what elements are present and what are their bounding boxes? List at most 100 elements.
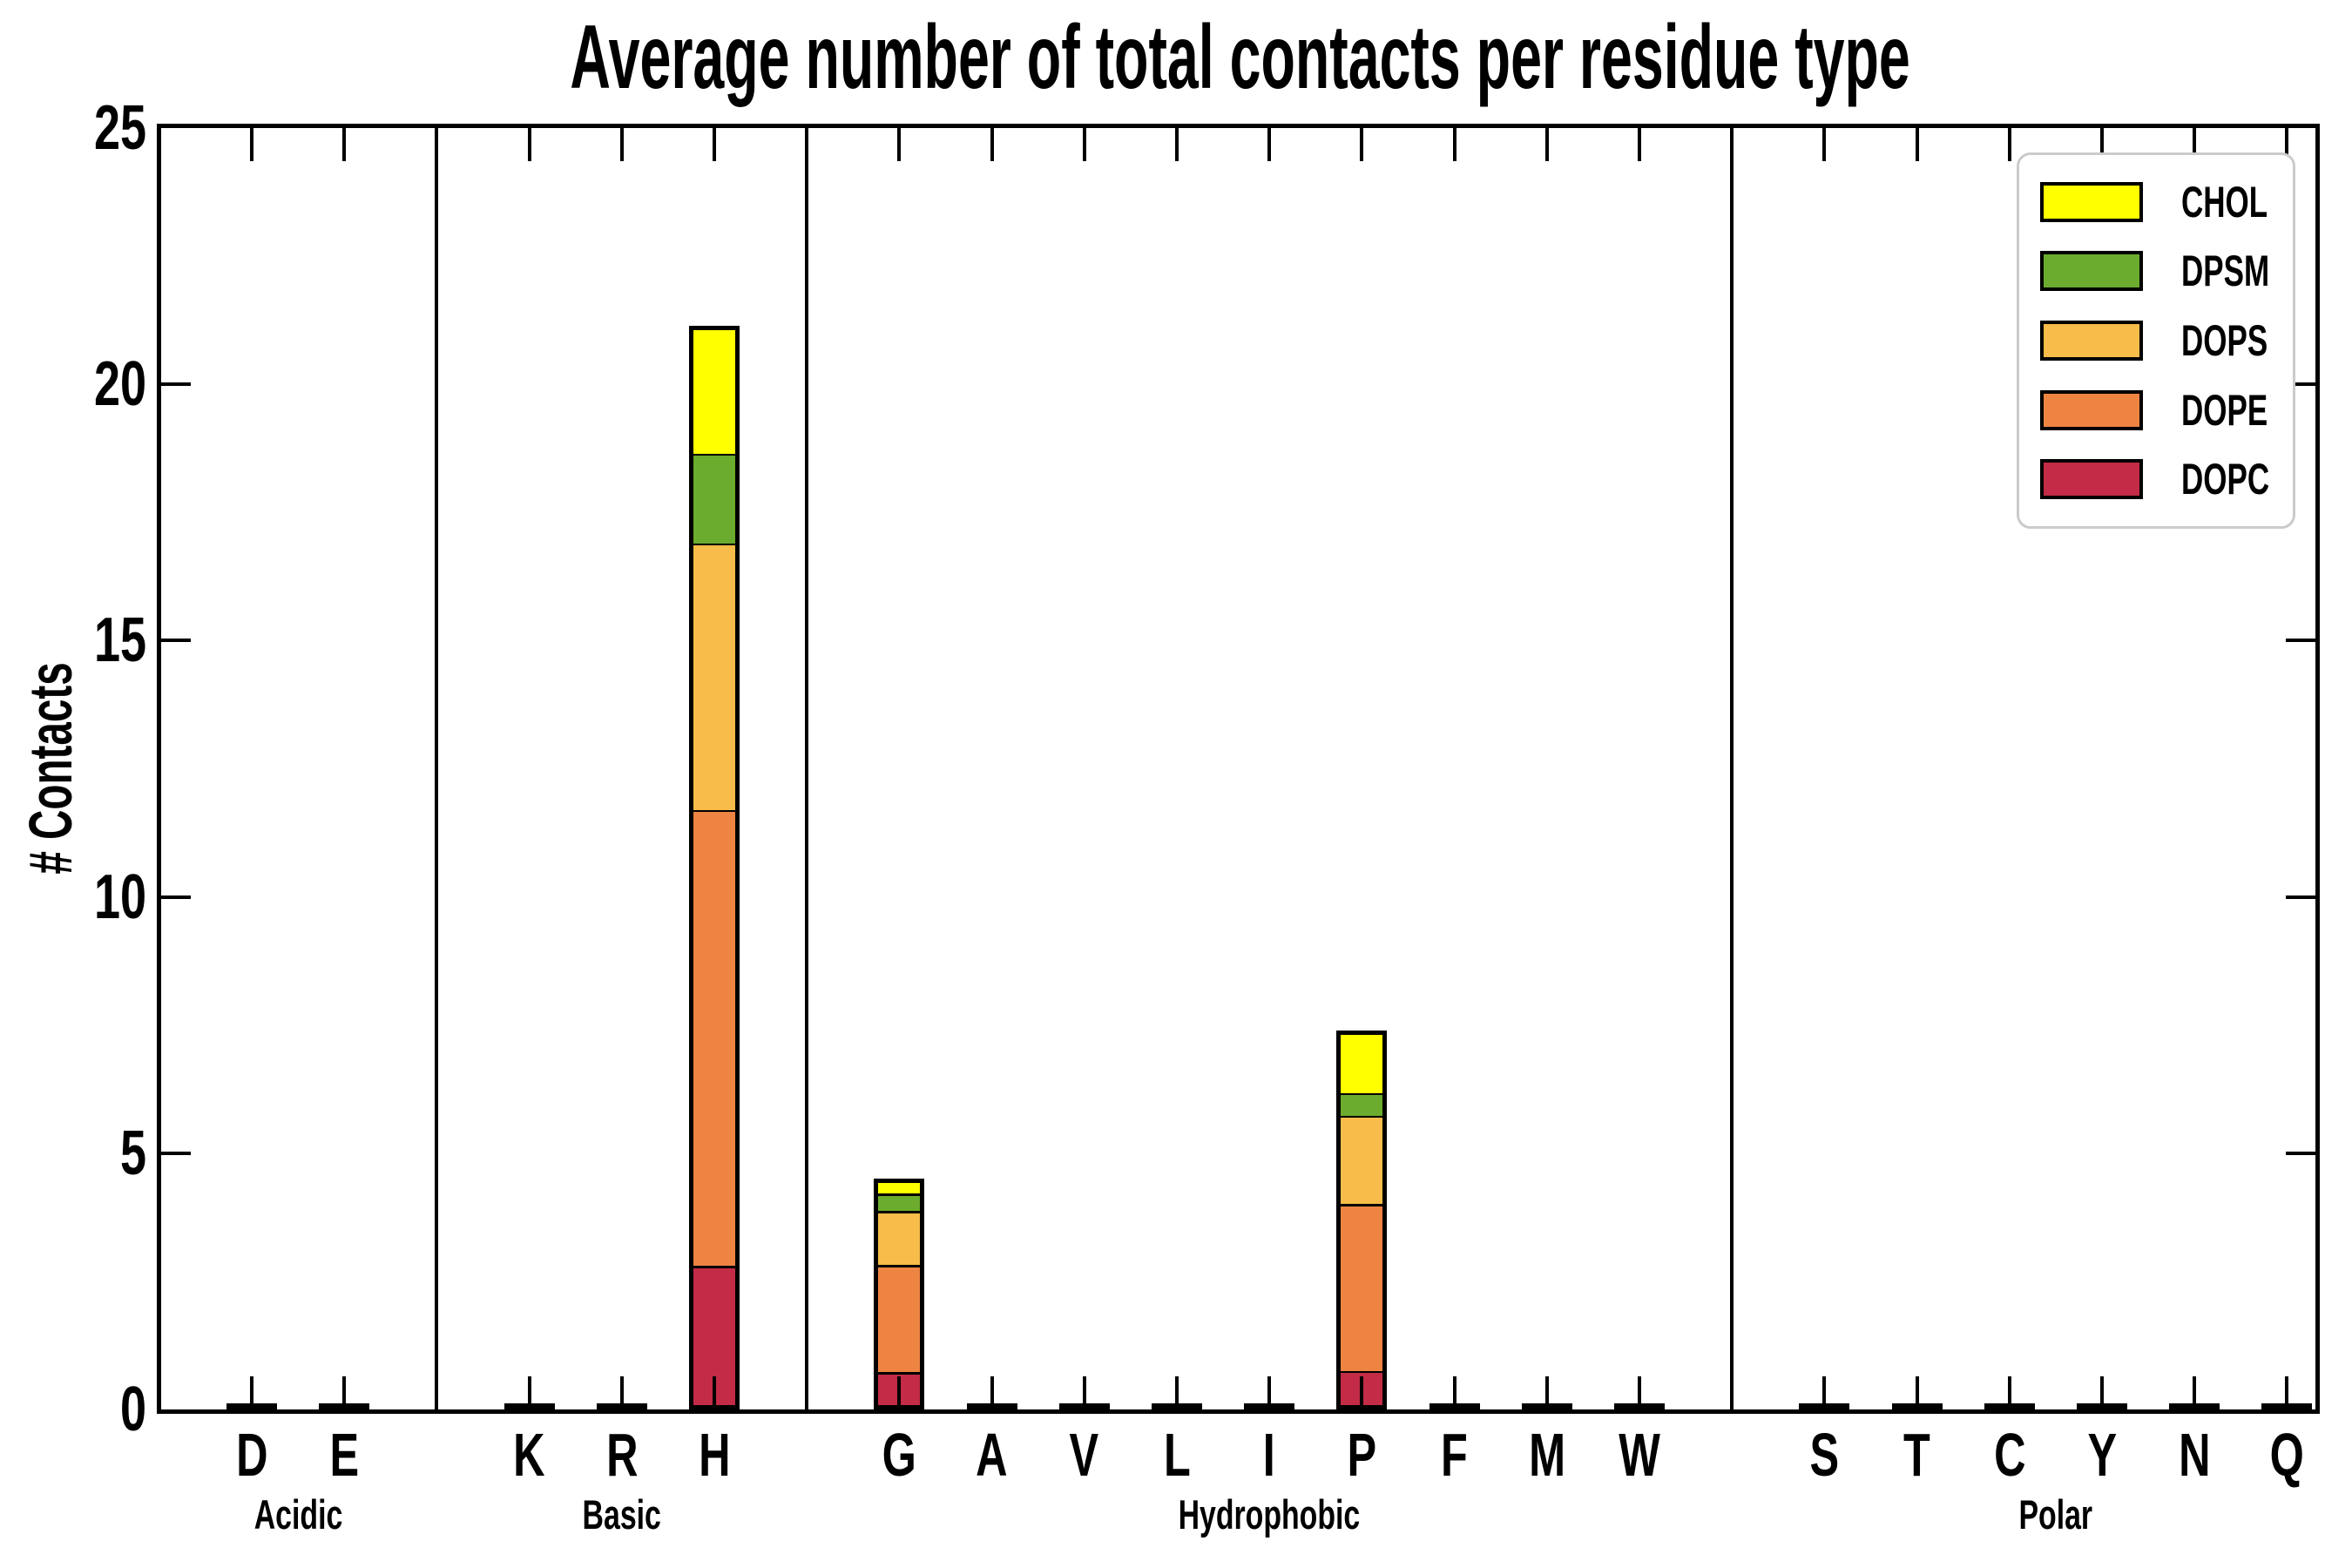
y-tick-label-25: 25	[77, 96, 146, 160]
x-tick-bottom	[897, 1376, 902, 1409]
y-tick-label-text: 15	[93, 605, 146, 676]
x-tick-label-W: W	[1592, 1423, 1687, 1486]
x-tick-label-P: P	[1314, 1423, 1409, 1486]
legend-row-DOPS: DOPS	[2019, 313, 2293, 368]
x-tick-label-text: P	[1347, 1421, 1377, 1489]
bar-segment-boundary	[693, 808, 735, 813]
x-tick-label-text: L	[1163, 1421, 1191, 1489]
stacked-bar-H	[689, 325, 740, 1409]
bar-segment-boundary	[878, 1208, 921, 1213]
x-tick-bottom	[527, 1376, 531, 1409]
x-tick-top	[2193, 128, 2197, 161]
bar-segment-boundary	[1341, 1201, 1383, 1206]
group-label-text: Basic	[582, 1491, 661, 1538]
bar-segment-boundary	[693, 451, 735, 456]
group-label-text: Polar	[2018, 1491, 2093, 1538]
bar-segment-H-DOPS	[693, 543, 735, 810]
y-tick-label-text: 0	[119, 1375, 146, 1444]
bar-segment-G-DOPE	[878, 1265, 921, 1373]
bar-segment-H-CHOL	[693, 329, 735, 454]
legend-label-text: DOPE	[2181, 385, 2268, 435]
x-tick-top	[435, 128, 439, 161]
x-tick-top	[1082, 128, 1086, 161]
y-tick-label-5: 5	[112, 1121, 146, 1186]
legend-row-DOPE: DOPE	[2019, 382, 2293, 438]
bar-segment-boundary	[878, 1191, 921, 1196]
x-tick-bottom	[1822, 1376, 1827, 1409]
x-tick-bottom	[2193, 1376, 2197, 1409]
x-tick-bottom	[713, 1376, 716, 1409]
chart-title: Average number of total contacts per res…	[159, 10, 2317, 105]
bar-segment-P-DPSM	[1341, 1092, 1383, 1116]
x-tick-label-text: M	[1528, 1421, 1565, 1489]
x-tick-label-S: S	[1776, 1423, 1872, 1486]
x-tick-label-M: M	[1499, 1423, 1595, 1486]
y-tick-right	[2286, 639, 2315, 643]
legend-swatch-DPSM	[2040, 251, 2143, 292]
x-tick-bottom	[1082, 1376, 1086, 1409]
legend-label-text: CHOL	[2181, 177, 2268, 226]
x-tick-bottom	[1360, 1376, 1364, 1409]
x-tick-bottom	[1730, 1376, 1734, 1409]
x-tick-label-Q: Q	[2239, 1423, 2335, 1486]
x-tick-top	[1822, 128, 1827, 161]
group-label-text: Hydrophobic	[1178, 1491, 1361, 1538]
x-tick-label-R: R	[574, 1423, 670, 1486]
x-tick-top	[619, 128, 624, 161]
plot-area	[157, 124, 2320, 1414]
y-tick-label-text: 5	[119, 1118, 146, 1188]
x-tick-label-text: F	[1441, 1421, 1468, 1489]
y-tick-right	[2286, 895, 2315, 899]
x-tick-label-F: F	[1407, 1423, 1503, 1486]
legend-swatch-DOPC	[2040, 459, 2143, 500]
x-tick-top	[2285, 128, 2289, 161]
x-tick-label-text: S	[1809, 1421, 1840, 1489]
y-tick-label-0: 0	[112, 1377, 146, 1442]
y-tick-label-text: 10	[93, 862, 146, 932]
bar-segment-G-CHOL	[878, 1183, 921, 1194]
stacked-bar-G	[874, 1179, 925, 1409]
bar-segment-H-DPSM	[693, 453, 735, 544]
x-tick-top	[2100, 128, 2104, 161]
x-tick-label-C: C	[1962, 1423, 2058, 1486]
group-label-basic: Basic	[448, 1493, 796, 1537]
bar-segment-H-DOPE	[693, 809, 735, 1267]
x-tick-label-H: H	[666, 1423, 762, 1486]
legend-row-CHOL: CHOL	[2019, 174, 2293, 230]
x-tick-top	[1452, 128, 1456, 161]
x-tick-label-I: I	[1221, 1423, 1317, 1486]
x-tick-bottom	[1452, 1376, 1456, 1409]
legend-row-DPSM: DPSM	[2019, 243, 2293, 299]
x-tick-label-E: E	[296, 1423, 392, 1486]
x-tick-top	[1638, 128, 1641, 161]
x-tick-bottom	[1915, 1376, 1919, 1409]
x-tick-top	[1730, 128, 1734, 161]
x-tick-label-text: V	[1069, 1421, 1099, 1489]
x-tick-label-T: T	[1869, 1423, 1965, 1486]
legend-label-CHOL: CHOL	[2181, 179, 2305, 225]
x-tick-bottom	[250, 1376, 253, 1409]
x-tick-top	[1360, 128, 1364, 161]
x-tick-label-text: T	[1903, 1421, 1930, 1489]
x-tick-top	[713, 128, 716, 161]
x-tick-label-text: D	[235, 1421, 268, 1489]
group-label-polar: Polar	[1882, 1493, 2230, 1537]
legend-label-text: DOPC	[2181, 455, 2270, 504]
legend-label-DPSM: DPSM	[2181, 248, 2307, 294]
x-tick-label-D: D	[204, 1423, 300, 1486]
x-tick-top	[527, 128, 531, 161]
stacked-bar-P	[1336, 1030, 1388, 1409]
x-tick-top	[805, 128, 809, 161]
y-tick-label-20: 20	[77, 352, 146, 416]
bar-segment-G-DOPS	[878, 1211, 921, 1266]
legend-label-text: DOPS	[2181, 315, 2268, 365]
x-tick-top	[2007, 128, 2011, 161]
legend-row-DOPC: DOPC	[2019, 451, 2293, 507]
x-tick-label-text: W	[1619, 1421, 1660, 1489]
x-tick-label-V: V	[1037, 1423, 1132, 1486]
legend-label-DOPS: DOPS	[2181, 318, 2305, 363]
group-divider	[435, 128, 439, 1409]
bar-segment-boundary	[878, 1369, 921, 1375]
y-tick-left	[161, 1151, 191, 1155]
x-tick-label-text: N	[2178, 1421, 2211, 1489]
